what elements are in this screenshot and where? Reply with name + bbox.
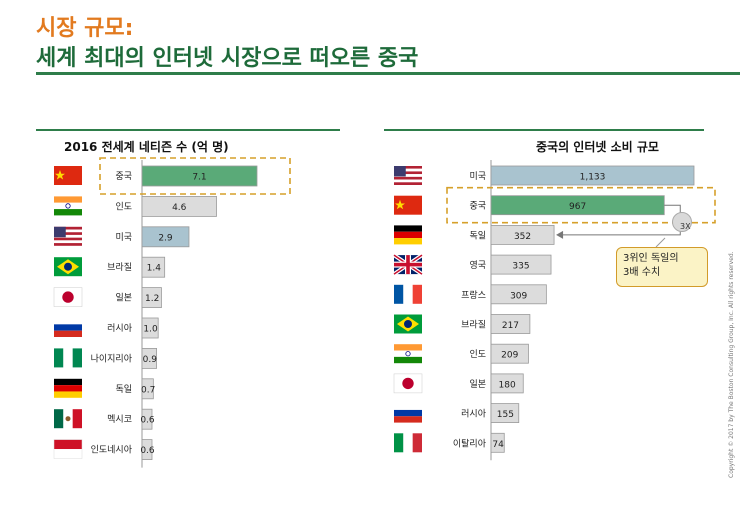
chart1-category-label: 중국 bbox=[115, 171, 132, 182]
china-flag-icon bbox=[54, 166, 82, 185]
chart2-bar bbox=[490, 373, 524, 394]
page-title: 시장 규모: bbox=[36, 16, 134, 41]
india-flag-icon bbox=[394, 344, 422, 364]
chart2-bar bbox=[490, 403, 520, 424]
chart1-bar bbox=[141, 408, 153, 430]
chart2-bar bbox=[490, 224, 555, 245]
chart2-bar bbox=[490, 165, 695, 186]
chart1-bar bbox=[141, 165, 258, 187]
chart2-category-label: 독일 bbox=[469, 230, 486, 241]
chart2-value-label: 335 bbox=[512, 262, 529, 272]
chart1-value-label: 0.7 bbox=[141, 385, 155, 395]
france-flag-icon bbox=[394, 284, 422, 304]
callout-pointer bbox=[655, 237, 666, 248]
russia-flag-icon bbox=[394, 403, 422, 423]
chart2-category-label: 영국 bbox=[469, 260, 486, 271]
chart1-bar bbox=[141, 287, 162, 309]
chart2-value-label: 967 bbox=[569, 202, 586, 212]
nigeria-flag-icon bbox=[54, 348, 82, 368]
chart2-category-label: 러시아 bbox=[461, 409, 487, 420]
chart1-bar bbox=[141, 378, 154, 400]
chart2-category-label: 미국 bbox=[469, 171, 486, 182]
chart2-category-label: 프랑스 bbox=[461, 289, 486, 301]
chart1-category-label: 인도 bbox=[115, 201, 132, 212]
chart1-bar bbox=[141, 317, 159, 339]
chart1-value-label: 1.2 bbox=[145, 294, 159, 304]
chart2-value-label: 155 bbox=[497, 410, 514, 420]
chart2-category-label: 일본 bbox=[469, 379, 486, 390]
chart2-bar bbox=[490, 254, 552, 275]
highlight-dashed-box bbox=[446, 186, 716, 224]
usa-flag-icon bbox=[394, 166, 422, 185]
chart1-category-label: 브라질 bbox=[107, 261, 132, 273]
chart2-bar bbox=[490, 432, 505, 453]
right-chart-title: 중국의 인터넷 소비 규모 bbox=[536, 140, 659, 154]
chart1-value-label: 0.9 bbox=[143, 355, 158, 365]
chart1-bar bbox=[141, 439, 153, 461]
japan-flag-icon bbox=[53, 287, 83, 307]
chart2-value-label: 180 bbox=[499, 380, 516, 390]
chart1-value-label: 1.4 bbox=[147, 264, 162, 274]
chart1-category-label: 나이지리아 bbox=[91, 353, 133, 364]
chart2-bar bbox=[490, 195, 665, 216]
chart2-category-label: 이탈리아 bbox=[453, 438, 487, 449]
chart1-bar bbox=[141, 226, 190, 248]
multiplier-label: 3X bbox=[680, 222, 691, 231]
page-subtitle: 세계 최대의 인터넷 시장으로 떠오른 중국 bbox=[36, 46, 419, 71]
chart1-value-label: 0.6 bbox=[140, 446, 155, 456]
chart2-category-label: 인도 bbox=[469, 349, 486, 360]
chart1-value-label: 1.0 bbox=[143, 325, 158, 335]
italy-flag-icon bbox=[394, 433, 422, 453]
chart1-category-label: 미국 bbox=[115, 232, 132, 243]
russia-flag-icon bbox=[54, 318, 82, 337]
chart1-bar bbox=[141, 195, 217, 217]
chart1-value-label: 0.6 bbox=[140, 416, 155, 426]
right-panel-rule bbox=[384, 129, 704, 131]
brazil-flag-icon bbox=[54, 257, 82, 277]
chart2-category-label: 브라질 bbox=[461, 319, 486, 331]
left-panel-rule bbox=[36, 129, 340, 131]
copyright-notice: Copyright © 2017 by The Boston Consultin… bbox=[728, 251, 735, 478]
chart1-category-label: 인도네시아 bbox=[91, 445, 133, 456]
india-flag-icon bbox=[54, 196, 82, 216]
multiplier-bubble bbox=[672, 212, 692, 232]
title-divider bbox=[36, 72, 740, 75]
chart1-bar bbox=[141, 256, 166, 278]
brazil-flag-icon bbox=[394, 314, 422, 334]
germany-flag-icon bbox=[54, 378, 82, 398]
callout-box: 3위인 독일의 3배 수치 bbox=[616, 247, 708, 287]
chart1-category-label: 멕시코 bbox=[107, 414, 132, 425]
chart2-category-label: 중국 bbox=[469, 201, 486, 212]
chart1-category-label: 독일 bbox=[115, 384, 132, 395]
chart1-category-label: 일본 bbox=[115, 293, 132, 304]
chart1-bar bbox=[141, 347, 157, 369]
chart2-value-label: 352 bbox=[514, 232, 531, 242]
chart2-bar bbox=[490, 314, 531, 334]
comparison-arrow-head bbox=[556, 230, 564, 239]
china-flag-icon bbox=[394, 195, 422, 215]
chart2-bar bbox=[490, 284, 547, 305]
indonesia-flag-icon bbox=[53, 439, 83, 459]
chart2-bar bbox=[490, 343, 529, 364]
left-chart-title: 2016 전세계 네티즌 수 (억 명) bbox=[64, 140, 229, 154]
germany-flag-icon bbox=[394, 225, 422, 245]
chart2-value-label: 1,133 bbox=[580, 173, 606, 183]
japan-flag-icon bbox=[393, 373, 423, 394]
chart1-value-label: 2.9 bbox=[158, 233, 173, 243]
chart2-value-label: 209 bbox=[501, 351, 518, 361]
highlight-dashed-box bbox=[99, 157, 291, 195]
uk-flag-icon bbox=[392, 253, 424, 276]
mexico-flag-icon bbox=[54, 409, 82, 429]
chart1-value-label: 7.1 bbox=[192, 173, 206, 183]
usa-flag-icon bbox=[54, 226, 82, 246]
chart1-category-label: 러시아 bbox=[107, 323, 133, 334]
chart2-value-label: 309 bbox=[510, 291, 527, 301]
chart1-value-label: 4.6 bbox=[172, 203, 187, 213]
chart2-value-label: 74 bbox=[492, 440, 504, 450]
chart2-value-label: 217 bbox=[502, 321, 519, 331]
